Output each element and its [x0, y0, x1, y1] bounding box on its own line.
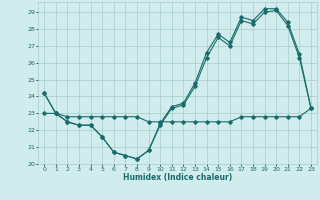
X-axis label: Humidex (Indice chaleur): Humidex (Indice chaleur)	[123, 173, 232, 182]
